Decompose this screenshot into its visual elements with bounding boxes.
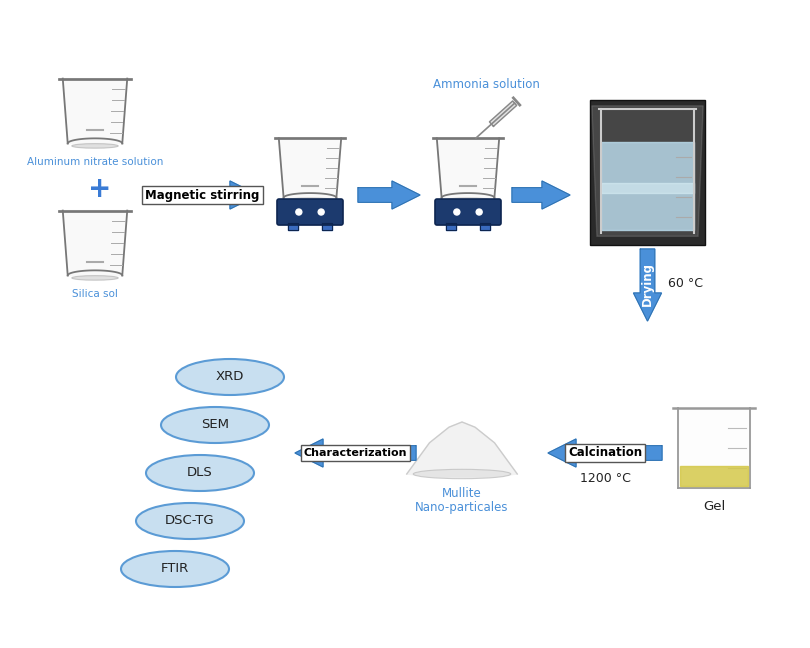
Text: Aluminum nitrate solution: Aluminum nitrate solution [27,157,163,167]
Text: FTIR: FTIR [161,562,189,575]
Polygon shape [407,422,518,476]
Text: DSC-TG: DSC-TG [165,515,215,527]
Text: +: + [88,175,112,203]
Text: Silica sol: Silica sol [72,289,118,299]
Circle shape [318,209,324,215]
Ellipse shape [121,551,229,587]
Polygon shape [680,466,748,486]
Text: 1200 °C: 1200 °C [580,472,630,485]
Ellipse shape [146,455,254,491]
Text: Nano-particales: Nano-particales [416,501,509,514]
Polygon shape [548,439,662,467]
Ellipse shape [136,503,244,539]
Polygon shape [601,183,694,192]
Polygon shape [633,249,662,321]
Circle shape [296,209,302,215]
Ellipse shape [176,359,284,395]
Ellipse shape [446,198,490,202]
FancyBboxPatch shape [435,199,501,225]
Polygon shape [322,223,332,230]
Ellipse shape [72,144,118,148]
Circle shape [476,209,482,215]
Polygon shape [446,223,456,230]
Polygon shape [295,439,416,467]
Ellipse shape [72,275,118,280]
Polygon shape [512,181,570,209]
FancyBboxPatch shape [277,199,343,225]
Text: XRD: XRD [215,371,244,384]
Text: SEM: SEM [201,419,229,432]
Ellipse shape [413,469,511,479]
Polygon shape [279,138,341,198]
Text: Calcination: Calcination [568,446,642,459]
Polygon shape [480,223,490,230]
Polygon shape [147,181,258,209]
Polygon shape [489,101,517,126]
Ellipse shape [161,407,269,443]
Text: Magnetic stirring: Magnetic stirring [145,189,260,202]
FancyBboxPatch shape [590,100,705,245]
Polygon shape [358,181,420,209]
Circle shape [454,209,460,215]
Text: Mullite: Mullite [442,487,482,500]
Text: Ammonia solution: Ammonia solution [433,78,539,91]
Polygon shape [437,138,499,198]
Polygon shape [601,143,694,230]
Polygon shape [62,78,127,143]
Polygon shape [678,408,750,488]
Polygon shape [592,106,703,237]
Polygon shape [62,211,127,275]
Text: Drying: Drying [641,262,654,306]
Text: Characterization: Characterization [304,448,407,458]
Text: 60 °C: 60 °C [668,277,703,290]
Text: DLS: DLS [187,467,213,480]
Ellipse shape [288,198,332,202]
Polygon shape [288,223,297,230]
Text: Gel: Gel [703,500,725,513]
